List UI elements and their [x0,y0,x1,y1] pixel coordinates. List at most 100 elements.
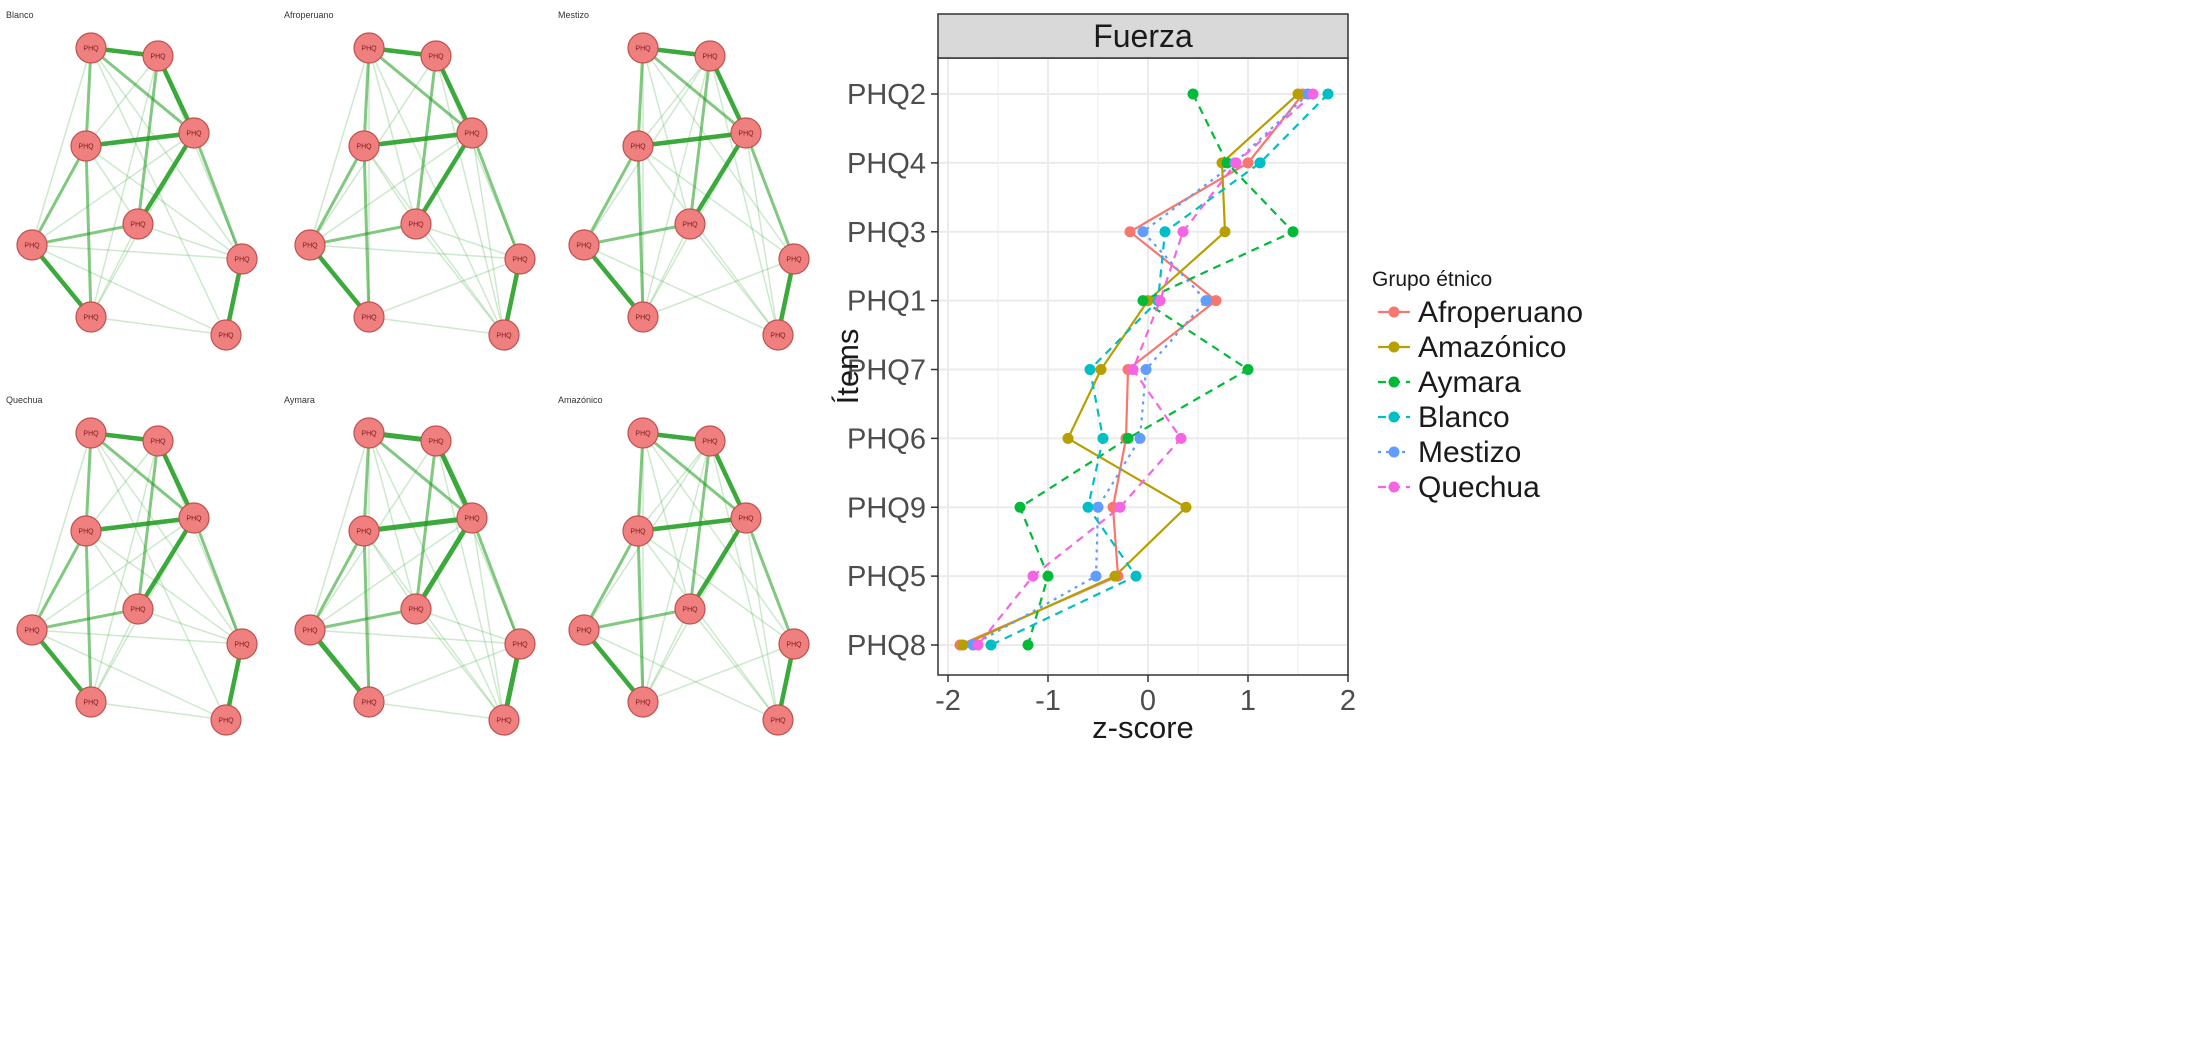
network-nodes: PHQ PHQ PHQ PHQ PHQ PHQ PHQ PHQ PHQ [294,417,536,736]
network-node-label: PHQ [786,642,802,649]
network-edge [362,431,371,533]
network-edge [642,608,691,703]
network-node-label: PHQ [408,607,424,614]
network-edge [308,222,418,247]
legend-key-point [1388,376,1400,388]
data-point [1130,570,1142,582]
network-edge [90,701,227,721]
data-point [1122,432,1134,444]
y-tick-label: PHQ2 [847,79,926,111]
network-nodes: PHQ PHQ PHQ PHQ PHQ PHQ PHQ PHQ PHQ [568,32,810,351]
network-edge [30,607,140,632]
network-edge [308,529,366,632]
data-point [1159,226,1171,238]
network-edge [90,316,227,336]
legend-label: Amazónico [1418,331,1566,364]
network-edge [90,608,139,703]
network-node-label: PHQ [186,131,202,138]
network-node [353,417,385,449]
network-edge [745,132,779,336]
network-node [210,319,242,351]
data-point [1084,364,1096,375]
legend-key-point [1388,446,1400,458]
data-point [1095,364,1107,375]
network-node-label: PHQ [361,700,377,707]
data-point [1134,432,1146,444]
network-edge [361,515,475,534]
network-node [730,502,762,534]
network-node-label: PHQ [83,315,99,322]
data-point [1180,501,1192,513]
network-title: Quechua [6,395,43,405]
data-point [1014,501,1026,513]
network-edge [83,515,197,534]
network-node [568,229,600,261]
network-node-label: PHQ [218,718,234,725]
data-point [1322,88,1334,100]
y-tick-label: PHQ3 [847,217,926,249]
legend-label: Blanco [1418,401,1510,434]
x-tick-label: 1 [1240,685,1256,717]
network-title: Blanco [6,10,34,20]
network-edges [29,45,245,338]
data-point [1140,364,1152,375]
network-edge [582,529,640,632]
data-point [1230,157,1242,169]
network-edge [642,432,691,610]
data-point [1242,157,1254,169]
network-node [348,130,380,162]
network-edge [642,643,795,703]
network-edge [90,47,243,260]
network-edge [85,440,159,532]
network-edge [637,55,711,147]
facet-title: Fuerza [1093,18,1193,54]
network-edge [308,144,366,247]
network-edge [470,131,522,261]
network-node-label: PHQ [218,333,234,340]
network-title: Amazónico [558,395,603,405]
network-edge [368,643,521,703]
network-edge [368,258,521,318]
data-point [1082,501,1094,513]
network-edge [415,223,521,260]
network-edge [642,223,691,318]
network-edge [85,530,243,645]
network-edge [689,223,779,336]
y-tick-label: PHQ8 [847,630,926,662]
y-tick-label: PHQ9 [847,492,926,524]
network-edge [137,608,243,645]
y-tick-label: PHQ4 [847,148,926,180]
network-edge [636,144,645,319]
network-node-label: PHQ [234,257,250,264]
network-node-label: PHQ [496,333,512,340]
network-edge [637,530,795,645]
network-node [674,593,706,625]
network-edge [470,516,522,646]
network-edge [637,145,795,260]
network-node [400,208,432,240]
network-node-label: PHQ [630,529,646,536]
network-edge [745,517,779,721]
network-node [568,614,600,646]
network-edge [85,55,159,147]
network-node [226,243,258,275]
network-node [70,130,102,162]
network-node [622,515,654,547]
network-node [400,593,432,625]
network-edge [435,55,505,336]
data-point [985,639,997,651]
network-node [504,628,536,660]
network-edge [90,55,159,318]
network-edge [641,46,748,135]
data-point [1027,570,1039,582]
network-node-label: PHQ [738,131,754,138]
data-point [1109,570,1121,582]
network-node-label: PHQ [576,628,592,635]
network-edge [637,440,711,532]
network-node [778,243,810,275]
data-point [1177,226,1189,238]
legend-key-point [1388,306,1400,318]
network-node-label: PHQ [496,718,512,725]
network-node-label: PHQ [130,607,146,614]
